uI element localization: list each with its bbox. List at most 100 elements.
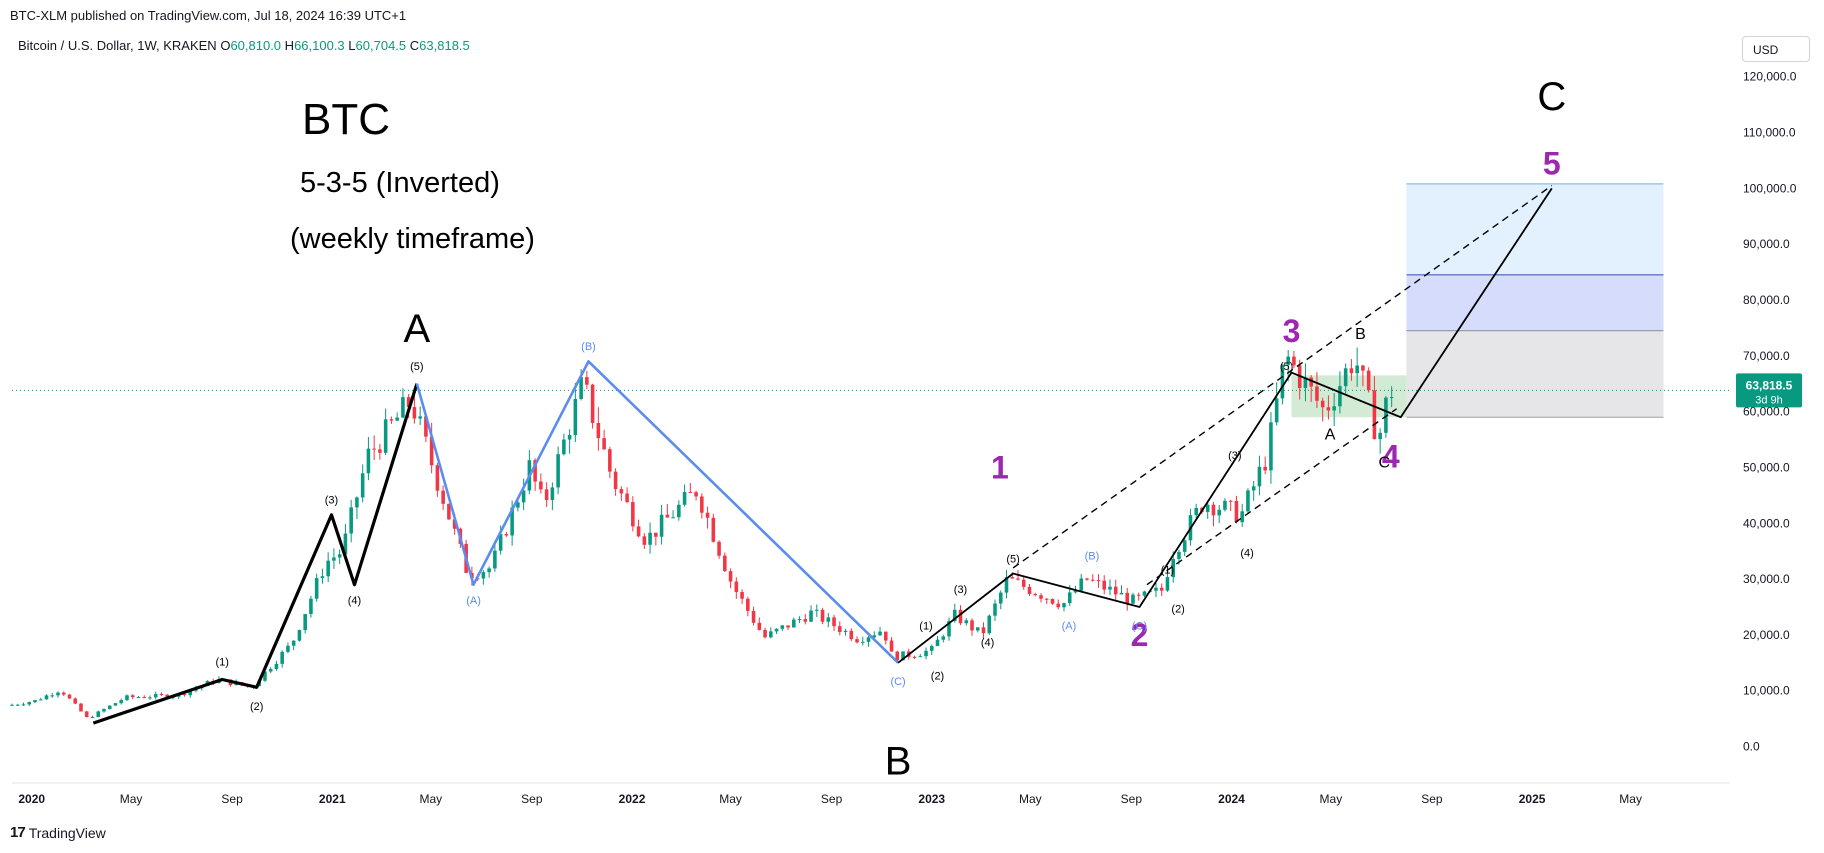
candle bbox=[1102, 580, 1107, 590]
wave-line-2[interactable] bbox=[897, 187, 1553, 664]
wave-line-4[interactable] bbox=[1146, 408, 1398, 586]
currency-button[interactable]: USD bbox=[1742, 36, 1810, 62]
candle bbox=[958, 609, 963, 624]
y-tick-label: 0.0 bbox=[1743, 740, 1760, 754]
candle bbox=[424, 416, 428, 437]
candle bbox=[1131, 594, 1135, 604]
candle bbox=[1349, 368, 1354, 374]
candle bbox=[947, 621, 951, 637]
candle bbox=[84, 711, 89, 718]
wave-sublabel: (5) bbox=[410, 361, 423, 373]
candle bbox=[1326, 407, 1331, 411]
candle bbox=[1361, 365, 1365, 371]
target-zone-1 bbox=[1406, 274, 1664, 331]
candle bbox=[1108, 586, 1112, 590]
candle bbox=[1067, 592, 1072, 604]
candle bbox=[619, 489, 624, 494]
candle bbox=[1096, 580, 1101, 582]
wave-letter-C: C bbox=[1378, 454, 1390, 471]
x-tick-label: May bbox=[120, 792, 143, 806]
wave-line-1[interactable] bbox=[415, 360, 900, 664]
wave-sublabel: (2) bbox=[931, 671, 944, 683]
wave-line-3[interactable] bbox=[1012, 185, 1553, 569]
candle bbox=[533, 460, 537, 482]
candle bbox=[1286, 356, 1290, 365]
candle bbox=[406, 397, 411, 408]
candle bbox=[291, 640, 296, 646]
candle bbox=[556, 454, 560, 488]
wave-letter-A: A bbox=[404, 307, 431, 351]
candle bbox=[297, 630, 302, 641]
wave-sublabel: (3) bbox=[325, 495, 338, 507]
candle bbox=[746, 598, 750, 611]
candle bbox=[1246, 490, 1250, 512]
candle bbox=[1240, 511, 1244, 523]
timeframe-annotation: (weekly timeframe) bbox=[290, 223, 535, 255]
candle bbox=[849, 630, 854, 640]
candle bbox=[1257, 466, 1262, 487]
candle bbox=[349, 507, 353, 534]
candle bbox=[1320, 400, 1325, 408]
candle bbox=[378, 449, 382, 453]
candle bbox=[1211, 504, 1216, 516]
candle bbox=[395, 417, 399, 421]
candle bbox=[929, 646, 934, 651]
candle bbox=[694, 492, 698, 497]
candle bbox=[590, 384, 595, 423]
candle bbox=[820, 609, 825, 622]
candle bbox=[832, 617, 836, 627]
candle bbox=[728, 571, 733, 582]
wave-letter-C: C bbox=[1537, 75, 1566, 119]
candle bbox=[1384, 397, 1388, 433]
candle bbox=[705, 512, 710, 518]
candle bbox=[878, 631, 882, 636]
candle bbox=[1050, 598, 1055, 604]
candle bbox=[1366, 370, 1371, 391]
candle bbox=[659, 514, 664, 537]
candle bbox=[861, 641, 865, 643]
x-tick-label: May bbox=[1320, 792, 1343, 806]
candle bbox=[843, 630, 848, 632]
y-tick-label: 60,000.0 bbox=[1743, 405, 1790, 419]
candle bbox=[452, 519, 457, 529]
candle bbox=[372, 448, 376, 450]
candle bbox=[366, 448, 371, 474]
open-label: O bbox=[220, 38, 231, 53]
candle bbox=[268, 669, 273, 672]
bar-countdown: 3d 9h bbox=[1755, 394, 1783, 406]
candle bbox=[763, 629, 767, 638]
candle bbox=[855, 639, 859, 643]
candle bbox=[159, 694, 164, 696]
low-value: 60,704.5 bbox=[355, 38, 407, 53]
candle bbox=[751, 610, 756, 623]
candle bbox=[585, 377, 589, 385]
candle bbox=[1303, 377, 1308, 388]
candle bbox=[711, 517, 716, 542]
candle bbox=[1159, 587, 1164, 591]
candle bbox=[153, 694, 158, 698]
wave-sublabel: (1) bbox=[216, 657, 229, 669]
candle bbox=[975, 627, 980, 631]
candle bbox=[498, 534, 503, 551]
candle bbox=[1136, 594, 1141, 596]
candle bbox=[61, 692, 66, 695]
candle bbox=[21, 704, 26, 706]
candle bbox=[935, 639, 940, 647]
candle bbox=[1165, 577, 1170, 591]
wave-line-0[interactable] bbox=[92, 383, 419, 725]
candle bbox=[320, 576, 325, 579]
chart-title-annotation: BTC bbox=[302, 95, 390, 144]
candle bbox=[573, 398, 578, 436]
y-tick-label: 20,000.0 bbox=[1743, 628, 1790, 642]
candle bbox=[665, 514, 670, 518]
candle bbox=[136, 697, 141, 699]
candle bbox=[964, 620, 969, 624]
candle bbox=[521, 490, 526, 503]
candle bbox=[343, 533, 348, 555]
candle bbox=[401, 397, 405, 418]
candle bbox=[355, 497, 359, 508]
x-tick-label: Sep bbox=[821, 792, 843, 806]
x-tick-label: Sep bbox=[221, 792, 243, 806]
candle bbox=[838, 626, 842, 632]
